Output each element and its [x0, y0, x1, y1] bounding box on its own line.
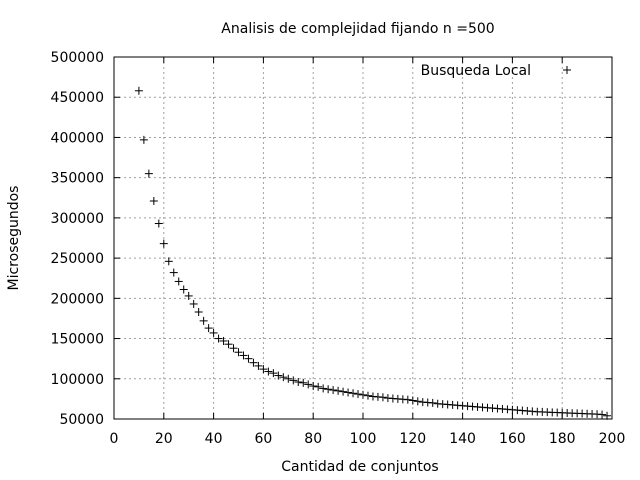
y-tick-label: 50000	[59, 412, 104, 428]
data-point	[294, 377, 303, 386]
x-tick-label: 160	[499, 431, 526, 447]
data-point	[413, 397, 422, 406]
y-tick-label: 450000	[51, 90, 104, 106]
data-point	[249, 358, 258, 367]
data-point	[324, 385, 333, 394]
x-tick-label: 140	[449, 431, 476, 447]
data-point	[194, 308, 203, 317]
y-tick-label: 300000	[51, 211, 104, 227]
legend-marker-symbol	[563, 66, 571, 74]
legend: Busqueda Local	[421, 63, 571, 79]
data-point	[204, 324, 213, 333]
data-point	[134, 86, 143, 95]
y-axis-label: Microsegundos	[6, 186, 22, 291]
data-point	[149, 196, 158, 205]
data-point	[299, 378, 308, 387]
x-tick-label: 100	[350, 431, 377, 447]
data-point	[159, 239, 168, 248]
data-point	[314, 382, 323, 391]
data-point	[219, 336, 228, 345]
data-point	[189, 299, 198, 308]
x-axis-label: Cantidad de conjuntos	[281, 459, 438, 475]
data-point	[403, 395, 412, 404]
data-point	[259, 365, 268, 374]
data-point	[199, 316, 208, 325]
data-point	[274, 371, 283, 380]
data-point	[408, 396, 417, 405]
data-point	[598, 410, 607, 419]
data-point	[329, 386, 338, 395]
x-tick-label: 120	[399, 431, 426, 447]
data-point	[289, 376, 298, 385]
x-tick-label: 180	[549, 431, 576, 447]
data-point	[224, 340, 233, 349]
legend-label: Busqueda Local	[421, 63, 531, 79]
data-point	[209, 328, 218, 337]
x-tick-label: 80	[304, 431, 322, 447]
data-point	[254, 361, 263, 370]
y-tick-label: 250000	[51, 251, 104, 267]
data-point	[319, 384, 328, 393]
data-point	[234, 348, 243, 357]
data-point	[344, 388, 353, 397]
x-tick-label: 20	[155, 431, 173, 447]
data-point	[214, 334, 223, 343]
legend-marker	[563, 66, 571, 74]
data-point	[264, 367, 273, 376]
chart-title: Analisis de complejidad fijando n =500	[221, 21, 494, 37]
y-tick-label: 100000	[51, 372, 104, 388]
grid	[114, 57, 612, 419]
y-tick-label: 500000	[51, 50, 104, 66]
data-point	[154, 219, 163, 228]
data-point	[139, 135, 148, 144]
data-point	[304, 380, 313, 389]
x-axis: 0 20 40 60 80 100 120 140 160 180 200	[110, 57, 626, 447]
x-tick-label: 0	[110, 431, 119, 447]
data-point	[169, 268, 178, 277]
y-tick-label: 200000	[51, 291, 104, 307]
data-point	[229, 344, 238, 353]
x-tick-label: 60	[254, 431, 272, 447]
data-point	[309, 382, 318, 391]
data-point	[239, 351, 248, 360]
x-tick-label: 40	[205, 431, 223, 447]
data-point	[334, 386, 343, 395]
y-tick-label: 150000	[51, 332, 104, 348]
y-axis: 50000 100000 150000 200000 250000 300000 35000…	[51, 50, 612, 428]
y-tick-label: 400000	[51, 130, 104, 146]
data-point	[363, 391, 372, 400]
data-point	[284, 374, 293, 383]
data-point	[603, 411, 612, 420]
data-point	[279, 373, 288, 382]
data-point	[428, 398, 437, 407]
data-point	[339, 387, 348, 396]
data-point	[354, 390, 363, 399]
data-point	[269, 369, 278, 378]
data-point	[184, 291, 193, 300]
data-point	[174, 277, 183, 286]
data-points	[134, 86, 612, 420]
data-point	[378, 393, 387, 402]
y-tick-label: 350000	[51, 171, 104, 187]
data-point	[164, 257, 173, 266]
data-point	[349, 389, 358, 398]
data-point	[359, 390, 367, 399]
data-point	[244, 354, 253, 363]
data-point	[179, 285, 188, 294]
x-tick-label: 200	[599, 431, 626, 447]
data-point	[144, 169, 153, 178]
